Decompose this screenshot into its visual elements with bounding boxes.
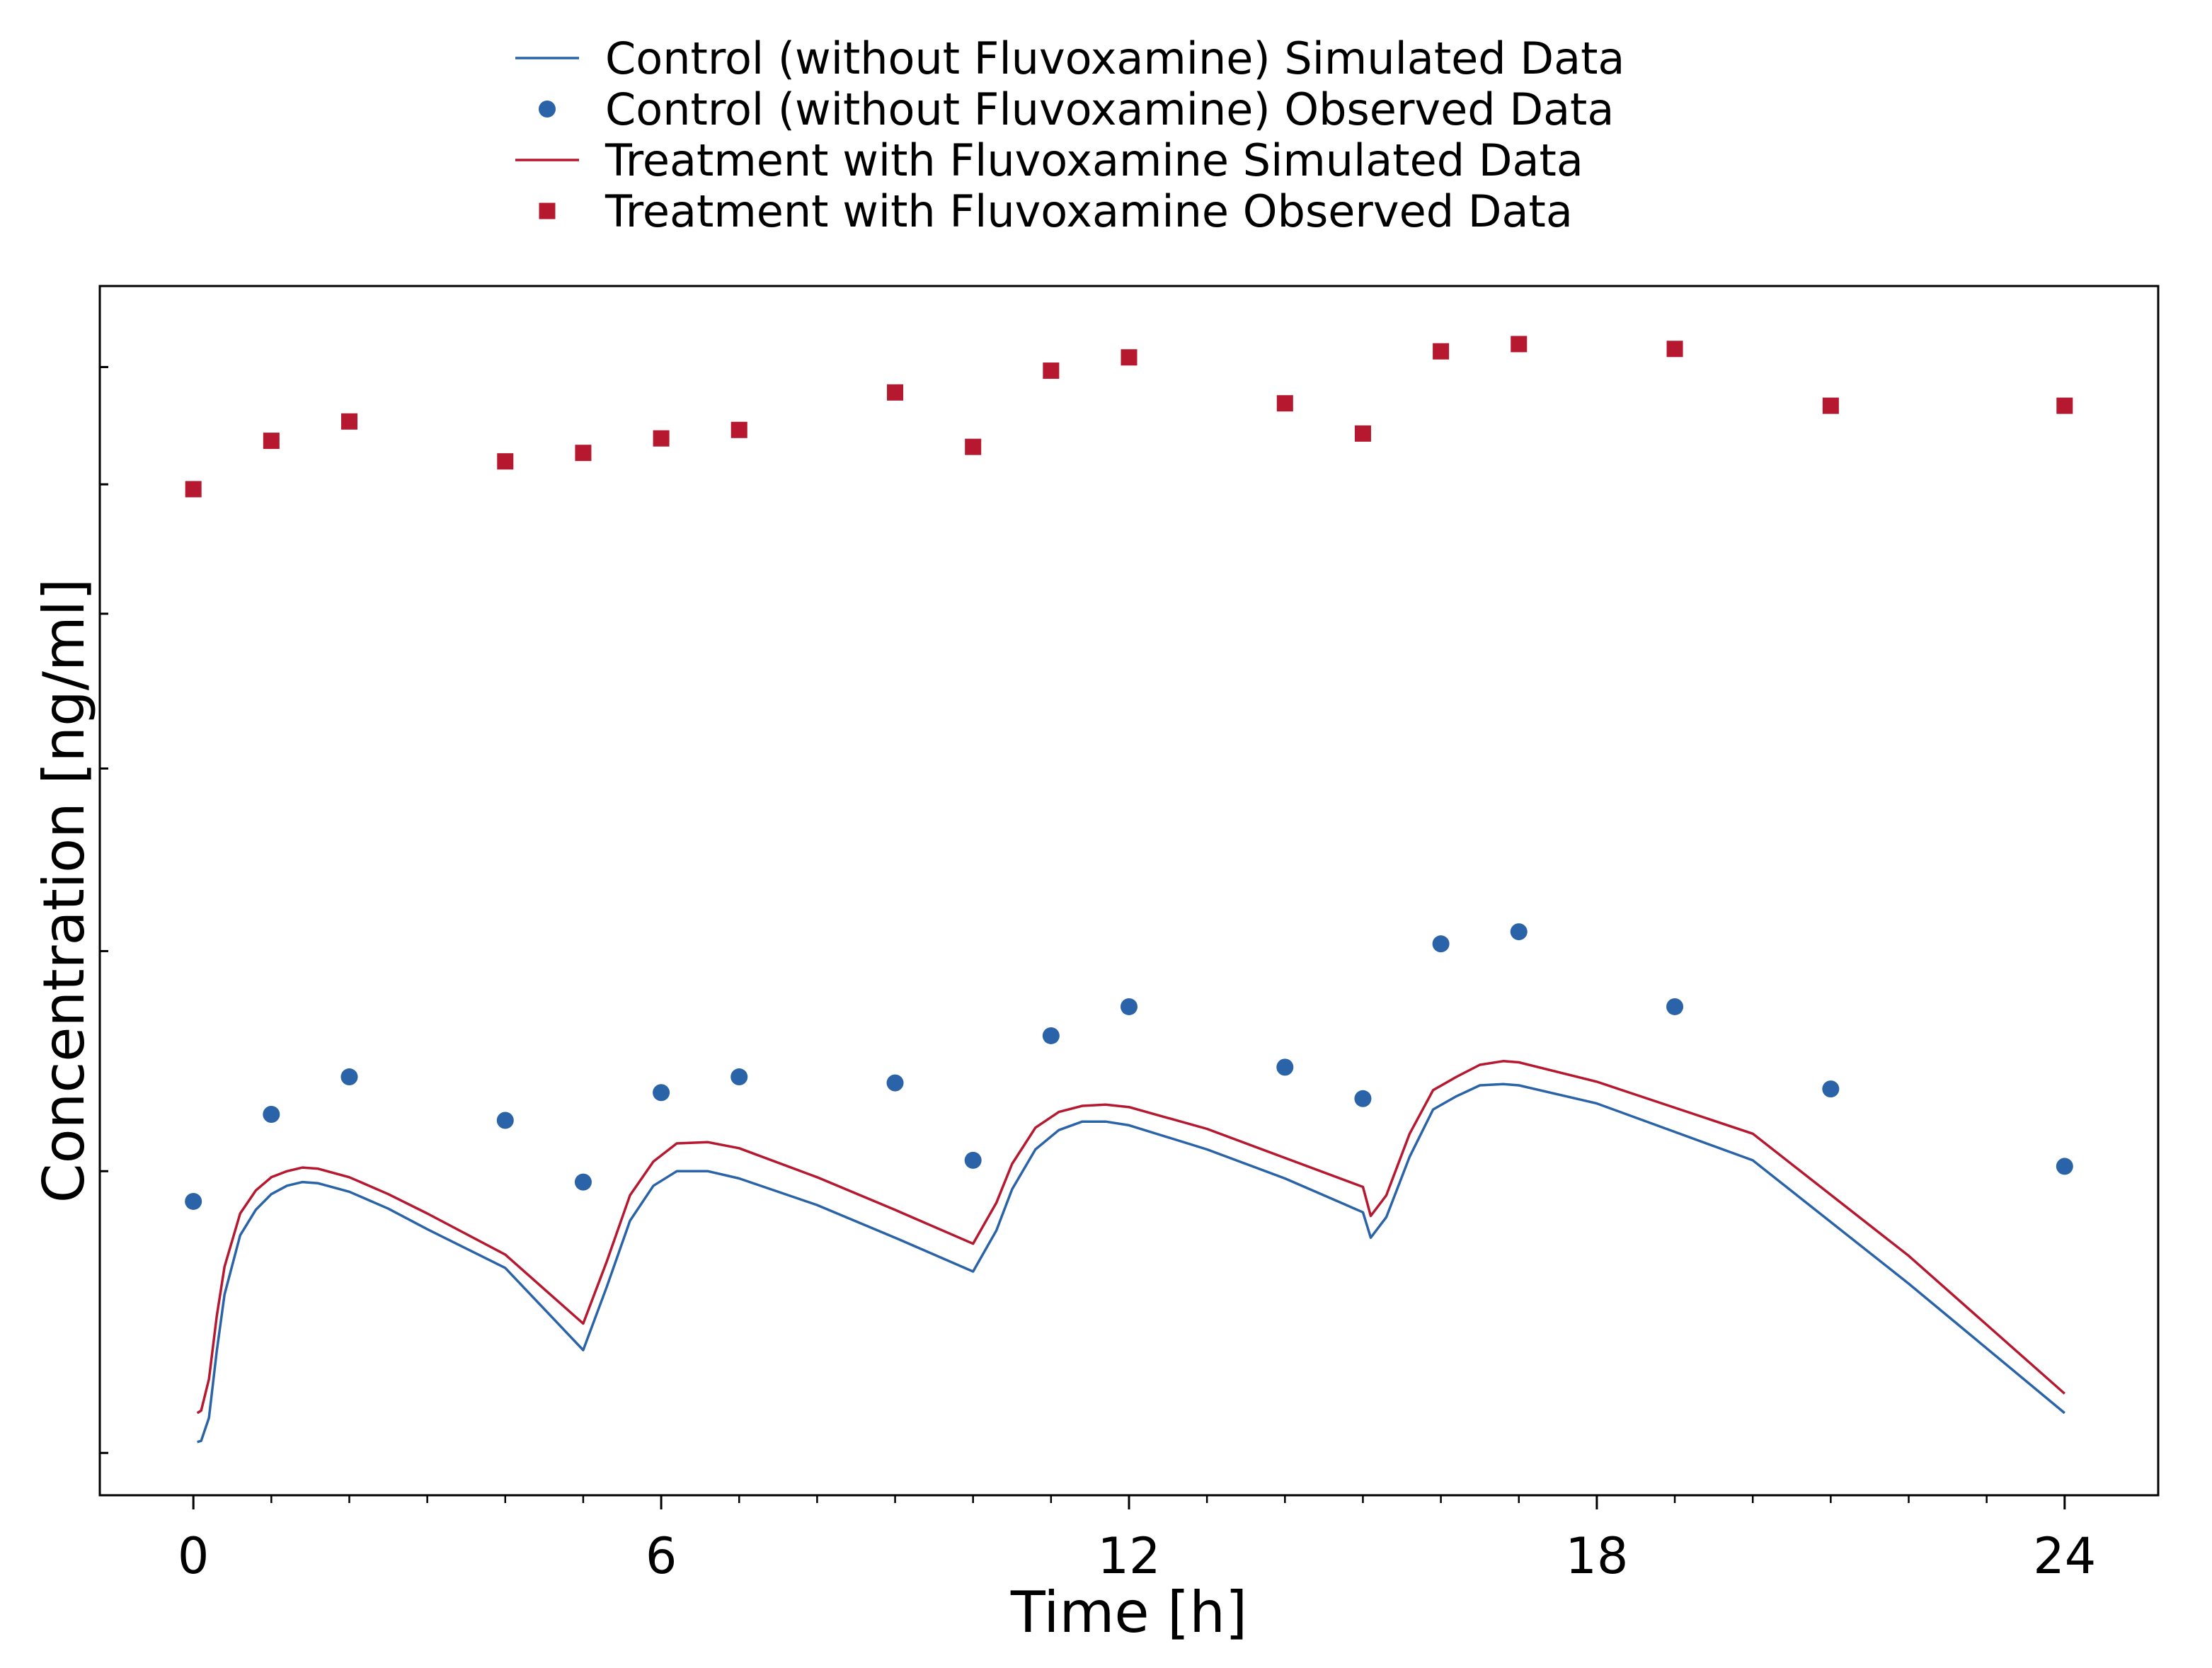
x-tick-label: 24 <box>2033 1527 2096 1585</box>
legend: Control (without Fluvoxamine) Simulated … <box>515 33 1624 237</box>
data-point <box>340 413 357 430</box>
series-4 <box>185 336 2073 498</box>
legend-swatch-circle <box>539 101 556 118</box>
data-point <box>1276 395 1293 412</box>
data-point <box>574 1173 592 1191</box>
x-axis-title: Time [h] <box>1010 1580 1247 1645</box>
series-layer <box>185 336 2073 1444</box>
data-point <box>2056 397 2073 414</box>
data-point <box>340 1068 358 1086</box>
data-point <box>1354 1090 1372 1107</box>
data-point <box>1042 1027 1060 1044</box>
axis-ticks: 0 6 12 18 24 <box>100 365 2096 1585</box>
data-point <box>185 1192 202 1210</box>
data-point <box>496 1112 514 1129</box>
data-point <box>653 1084 670 1102</box>
legend-label: Treatment with Fluvoxamine Simulated Dat… <box>604 135 1583 186</box>
data-point <box>497 453 514 470</box>
data-point <box>1276 1058 1294 1076</box>
data-point <box>965 438 982 455</box>
data-point <box>1121 349 1137 366</box>
data-point <box>1433 343 1450 360</box>
data-point <box>1666 998 1684 1015</box>
data-point <box>887 384 904 401</box>
series-2 <box>185 923 2073 1210</box>
data-point <box>185 481 202 498</box>
series-3 <box>196 1060 2065 1415</box>
data-point <box>1432 935 1450 953</box>
x-tick-label: 6 <box>646 1527 677 1585</box>
plot-area-frame <box>98 285 2160 1497</box>
data-point <box>1822 1080 1840 1098</box>
data-point <box>263 433 280 450</box>
x-tick-label: 12 <box>1097 1527 1160 1585</box>
x-tick-label: 18 <box>1565 1527 1628 1585</box>
data-point <box>1511 336 1528 353</box>
data-point <box>730 421 747 438</box>
data-point <box>1666 341 1683 358</box>
legend-label: Control (without Fluvoxamine) Observed D… <box>605 84 1614 135</box>
data-point <box>1354 425 1371 442</box>
data-point <box>575 445 592 462</box>
legend-item: Control (without Fluvoxamine) Observed D… <box>539 84 1614 135</box>
legend-label: Control (without Fluvoxamine) Simulated … <box>605 33 1624 84</box>
series-1 <box>197 1083 2065 1444</box>
legend-label: Treatment with Fluvoxamine Observed Data <box>604 185 1573 237</box>
data-point <box>2056 1158 2073 1175</box>
data-point <box>1043 362 1060 379</box>
data-point <box>653 430 670 447</box>
data-point <box>1822 397 1839 414</box>
series-line <box>197 1083 2065 1444</box>
y-axis-title: Concentration [ng/ml] <box>31 578 97 1203</box>
data-point <box>964 1151 982 1169</box>
legend-swatch-square <box>539 202 556 219</box>
data-point <box>1510 923 1528 941</box>
x-tick-label: 0 <box>178 1527 210 1585</box>
data-point <box>1121 998 1137 1015</box>
data-point <box>263 1105 280 1123</box>
data-point <box>730 1068 748 1086</box>
series-line <box>196 1060 2065 1415</box>
legend-item: Treatment with Fluvoxamine Observed Data <box>539 185 1573 237</box>
legend-item: Control (without Fluvoxamine) Simulated … <box>515 33 1624 84</box>
legend-item: Treatment with Fluvoxamine Simulated Dat… <box>515 135 1583 186</box>
data-point <box>886 1074 904 1092</box>
